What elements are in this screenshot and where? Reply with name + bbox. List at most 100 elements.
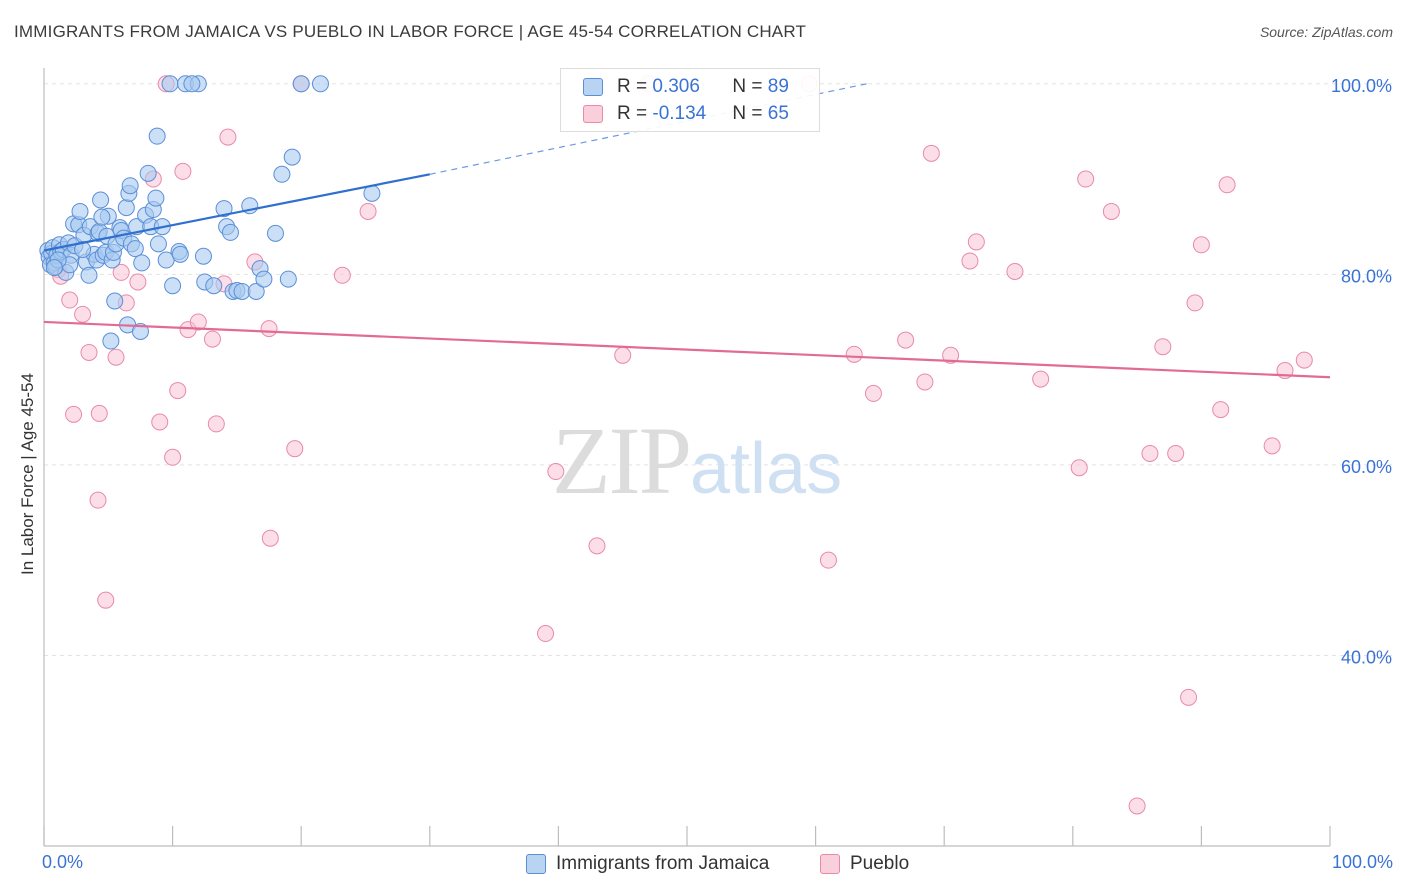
- pueblo-point: [90, 404, 108, 422]
- pueblo-point: [189, 313, 207, 331]
- watermark-atlas: atlas: [690, 429, 843, 509]
- pueblo-point: [1154, 338, 1172, 356]
- pueblo-point: [260, 320, 278, 338]
- pueblo-point: [845, 345, 863, 363]
- y-axis-title: In Labor Force | Age 45-54: [18, 373, 37, 575]
- jamaica-point: [161, 75, 179, 93]
- pueblo-point: [164, 448, 182, 466]
- pueblo-point: [219, 128, 237, 146]
- source-label: Source: ZipAtlas.com: [1259, 24, 1393, 40]
- pueblo-point: [286, 440, 304, 458]
- pueblo-point: [922, 144, 940, 162]
- jamaica-point: [93, 208, 111, 226]
- legend-n-value: 65: [767, 103, 789, 124]
- pueblo-point: [547, 463, 565, 481]
- pueblo-point: [1192, 236, 1210, 254]
- pueblo-point: [1167, 444, 1185, 462]
- jamaica-point: [205, 277, 223, 295]
- jamaica-point: [311, 75, 329, 93]
- jamaica-point: [45, 259, 63, 277]
- pueblo-point: [74, 305, 92, 323]
- jamaica-point: [147, 189, 165, 207]
- jamaica-point: [215, 200, 233, 218]
- legend-r-value: 0.306: [652, 76, 700, 97]
- jamaica-point: [92, 191, 110, 209]
- pueblo-point: [89, 491, 107, 509]
- y-tick-label: 80.0%: [1341, 266, 1392, 286]
- jamaica-point: [255, 270, 273, 288]
- x-axis-ticks: [43, 826, 1331, 846]
- jamaica-point: [126, 240, 144, 258]
- y-tick-label: 100.0%: [1331, 76, 1392, 96]
- pueblo-point: [61, 291, 79, 309]
- pueblo-point: [1070, 459, 1088, 477]
- watermark: ZIPatlas: [552, 405, 842, 516]
- pueblo-point: [1295, 351, 1313, 369]
- jamaica-point: [71, 202, 89, 220]
- pueblo-point: [1102, 202, 1120, 220]
- jamaica-points: [39, 75, 381, 350]
- pueblo-point: [1141, 444, 1159, 462]
- legend-row-jamaica: R = 0.306 N = 89: [583, 75, 789, 99]
- pueblo-point: [967, 233, 985, 251]
- jamaica-point: [117, 199, 135, 217]
- jamaica-point: [149, 235, 167, 253]
- pueblo-point: [897, 331, 915, 349]
- chart-title: IMMIGRANTS FROM JAMAICA VS PUEBLO IN LAB…: [14, 22, 807, 41]
- x-tick-label-max: 100.0%: [1331, 852, 1393, 872]
- legend-r-value: -0.134: [652, 103, 707, 124]
- jamaica-point: [283, 148, 301, 166]
- legend-swatch-jamaica: [583, 78, 603, 96]
- pueblo-point: [1077, 170, 1095, 188]
- pueblo-point: [97, 591, 115, 609]
- legend-swatch-pueblo: [583, 105, 603, 123]
- gridlines: [44, 83, 1392, 656]
- pueblo-point: [1128, 797, 1146, 815]
- jamaica-point: [139, 164, 157, 182]
- pueblo-point: [614, 346, 632, 364]
- pueblo-point: [1263, 437, 1281, 455]
- pueblo-point: [151, 413, 169, 431]
- pueblo-point: [819, 551, 837, 569]
- jamaica-point: [233, 282, 251, 300]
- legend-n-label: N =: [732, 103, 768, 124]
- jamaica-point: [106, 292, 124, 310]
- bottom-legend-jamaica: Immigrants from Jamaica: [526, 852, 769, 876]
- jamaica-point: [148, 127, 166, 145]
- pueblo-points: [44, 75, 1313, 815]
- jamaica-point: [194, 247, 212, 265]
- jamaica-point: [133, 254, 151, 272]
- jamaica-trend-line: [43, 173, 431, 252]
- bottom-legend-swatch-pueblo: [820, 854, 840, 874]
- pueblo-point: [1186, 294, 1204, 312]
- bottom-legend-label-pueblo: Pueblo: [850, 853, 910, 874]
- pueblo-point: [916, 373, 934, 391]
- pueblo-point: [80, 343, 98, 361]
- pueblo-point: [65, 405, 83, 423]
- pueblo-point: [203, 330, 221, 348]
- legend-row-pueblo: R = -0.134 N = 65: [583, 102, 789, 126]
- bottom-legend-pueblo: Pueblo: [820, 852, 909, 876]
- y-axis-tick-labels: 40.0% 60.0% 80.0% 100.0%: [1331, 76, 1392, 668]
- y-tick-label: 60.0%: [1341, 457, 1392, 477]
- pueblo-point: [1006, 262, 1024, 280]
- legend-r-label: R =: [617, 76, 653, 97]
- pueblo-point: [537, 625, 555, 643]
- pueblo-point: [333, 266, 351, 284]
- pueblo-point: [261, 529, 279, 547]
- stats-legend: R = 0.306 N = 89 R = -0.134 N = 65: [560, 68, 820, 132]
- jamaica-point: [221, 223, 239, 241]
- jamaica-point: [171, 245, 189, 263]
- pueblo-point: [129, 273, 147, 291]
- jamaica-point: [74, 241, 92, 259]
- pueblo-point: [1180, 688, 1198, 706]
- watermark-zip: ZIP: [552, 407, 692, 514]
- y-tick-label: 40.0%: [1341, 647, 1392, 667]
- jamaica-point: [292, 75, 310, 93]
- jamaica-point: [247, 282, 265, 300]
- pueblo-point: [107, 348, 125, 366]
- bottom-legend-label-jamaica: Immigrants from Jamaica: [556, 853, 770, 874]
- bottom-legend-swatch-jamaica: [526, 854, 546, 874]
- jamaica-point: [121, 177, 139, 195]
